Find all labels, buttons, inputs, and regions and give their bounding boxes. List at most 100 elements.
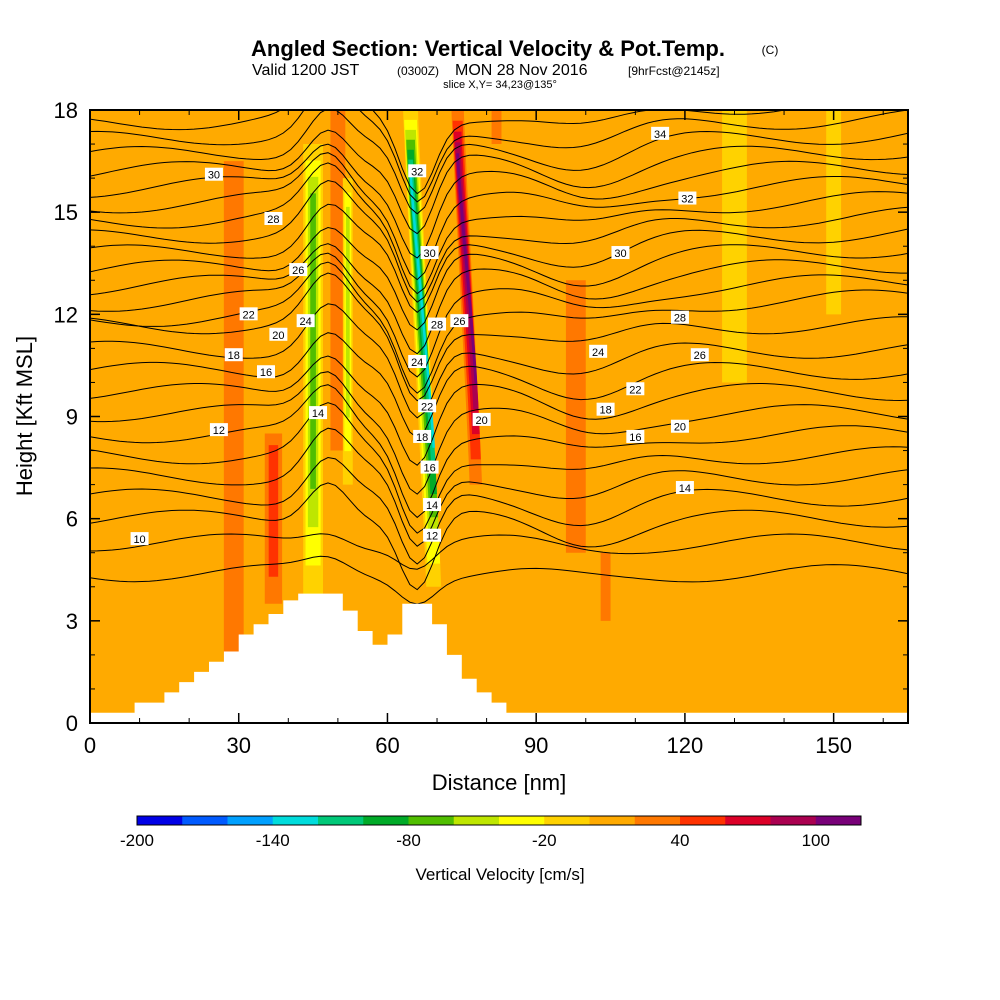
slice-info: slice X,Y= 34,23@135°	[443, 79, 557, 91]
theta-label-bg	[420, 460, 439, 474]
theta-label-bg	[626, 382, 645, 396]
theta-label-text: 18	[228, 350, 240, 362]
velocity-band	[826, 110, 842, 315]
valid-time-c: MON 28 Nov 2016	[455, 62, 588, 79]
theta-label-bg	[450, 314, 469, 328]
colorbar-segment	[589, 816, 636, 825]
theta-contour-14	[90, 427, 908, 547]
theta-label-text: 22	[243, 309, 255, 321]
colorbar-segment	[680, 816, 726, 825]
y-tick-label: 15	[54, 200, 78, 225]
plot-area: 10 12 14 16 18 20 22 24 26 28 30 32 30 28 26 24 22 20 18 16…	[90, 110, 908, 723]
theta-label-22: 22	[626, 382, 645, 396]
y-tick-label: 3	[66, 609, 78, 634]
theta-label-26: 26	[450, 314, 469, 328]
colorbar-segment	[272, 816, 319, 825]
theta-label-text: 22	[421, 401, 433, 413]
y-tick-label: 18	[54, 98, 78, 123]
velocity-band	[722, 110, 747, 383]
colorbar-segment	[363, 816, 409, 825]
theta-contour-31	[90, 129, 908, 235]
theta-label-text: 26	[453, 316, 465, 328]
theta-label-16: 16	[256, 365, 275, 379]
theta-label-14: 14	[423, 498, 442, 512]
colorbar-tick-label: -200	[120, 831, 154, 850]
theta-label-text: 14	[312, 408, 324, 420]
theta-label-bg	[408, 355, 427, 369]
theta-label-bg	[420, 246, 439, 260]
theta-label-text: 32	[411, 166, 423, 178]
colorbar-segment	[725, 816, 771, 825]
theta-label-text: 28	[674, 313, 686, 325]
velocity-band-weak-down	[722, 110, 747, 383]
velocity-band-updraft	[491, 110, 502, 145]
theta-label-bg	[428, 317, 447, 331]
theta-label-bg	[418, 399, 437, 413]
theta-label-bg	[264, 211, 283, 225]
colorbar-tick-label: 100	[802, 831, 830, 850]
plot-background	[90, 110, 908, 723]
theta-contour-15	[90, 402, 908, 534]
theta-label-12: 12	[209, 423, 228, 437]
theta-label-bg	[626, 429, 645, 443]
colorbar-tick-label: -140	[256, 831, 290, 850]
theta-label-26: 26	[289, 263, 308, 277]
theta-label-text: 22	[629, 384, 641, 396]
theta-label-bg	[670, 419, 689, 433]
theta-label-34: 34	[651, 126, 670, 141]
x-tick-label: 30	[226, 733, 250, 758]
theta-label-text: 26	[694, 350, 706, 362]
x-tick-label: 90	[524, 733, 548, 758]
theta-label-30: 30	[204, 167, 223, 182]
colorbar-segment	[815, 816, 862, 825]
theta-contour-32	[90, 110, 908, 215]
colorbar-tick-label: -80	[396, 831, 421, 850]
theta-label-text: 20	[272, 330, 284, 342]
theta-contour-34	[90, 110, 788, 195]
theta-label-20: 20	[269, 327, 288, 342]
valid-time-line: Valid 1200 JST (0300Z) MON 28 Nov 2016 […	[252, 62, 720, 79]
theta-label-text: 30	[208, 170, 220, 182]
theta-label-bg	[408, 164, 427, 178]
theta-label-18: 18	[596, 402, 615, 417]
x-tick-label: 150	[815, 733, 852, 758]
theta-label-32: 32	[678, 191, 697, 206]
x-tick-label: 0	[84, 733, 96, 758]
theta-label-16: 16	[420, 460, 439, 475]
theta-contour-21	[90, 272, 908, 402]
theta-label-16: 16	[626, 429, 645, 444]
theta-contour-13	[90, 456, 908, 565]
velocity-band-updraft	[223, 161, 244, 696]
theta-label-text: 28	[431, 320, 443, 332]
theta-label-text: 30	[614, 248, 626, 260]
theta-contour-28	[90, 162, 908, 295]
theta-label-bg	[204, 167, 223, 181]
valid-time-b: (0300Z)	[397, 64, 439, 78]
theta-label-bg	[289, 263, 308, 277]
theta-contour-29	[90, 152, 908, 281]
theta-label-text: 32	[681, 194, 693, 206]
colorbar-frame	[136, 815, 862, 826]
theta-label-bg	[296, 314, 315, 328]
theta-label-14: 14	[675, 481, 694, 495]
colorbar-label: Vertical Velocity [cm/s]	[415, 865, 584, 884]
colorbar-segment	[544, 816, 590, 825]
theta-contour-22	[90, 261, 908, 394]
theta-label-22: 22	[239, 307, 258, 321]
theta-label-14: 14	[309, 406, 328, 420]
theta-label-text: 10	[133, 534, 145, 546]
theta-contour-12	[90, 482, 908, 591]
theta-label-text: 18	[599, 405, 611, 417]
x-tick-label: 120	[667, 733, 704, 758]
theta-label-bg	[224, 348, 243, 362]
theta-label-bg	[651, 126, 670, 140]
velocity-band	[268, 445, 279, 577]
theta-label-text: 16	[423, 463, 435, 475]
theta-contour-19	[90, 332, 908, 439]
y-tick-label: 0	[66, 711, 78, 736]
theta-contour-11	[90, 533, 908, 570]
y-tick-label: 6	[66, 507, 78, 532]
theta-label-bg	[423, 528, 442, 542]
colorbar-segment	[770, 816, 817, 825]
theta-label-18: 18	[224, 348, 243, 362]
